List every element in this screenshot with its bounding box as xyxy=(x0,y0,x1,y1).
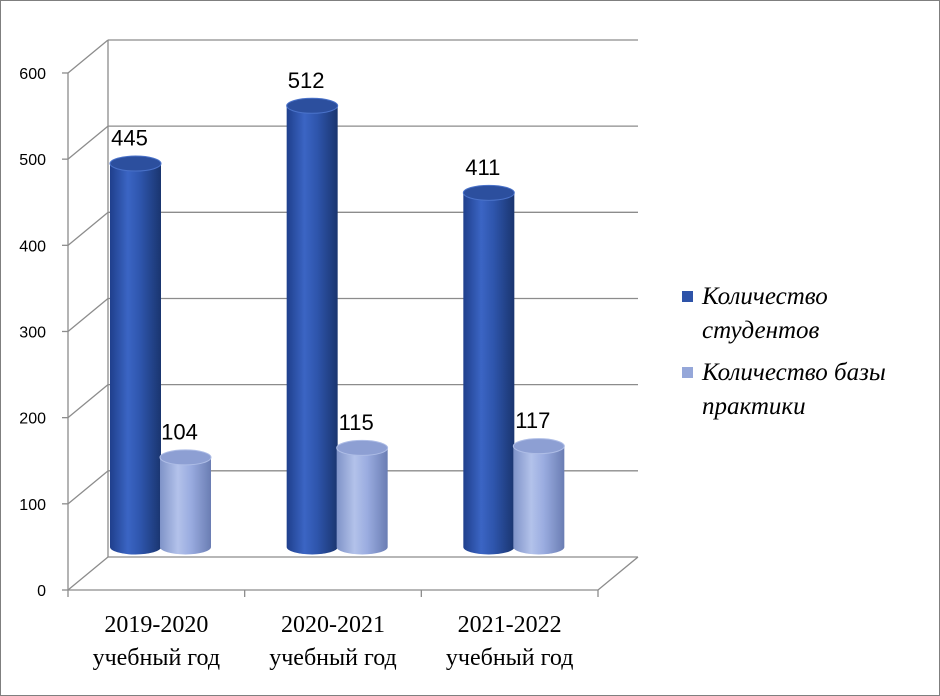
data-label: 117 xyxy=(515,408,550,433)
legend: Количество студентов Количество базы пра… xyxy=(682,280,932,432)
legend-swatch-students xyxy=(682,291,693,302)
bar-practice-bases xyxy=(513,446,565,555)
bar-students xyxy=(110,163,161,555)
x-category-label: учебный год xyxy=(269,645,397,671)
y-tick-label: 100 xyxy=(19,497,46,514)
x-category-label: 2021-2022 xyxy=(458,612,562,638)
bar-practice-bases xyxy=(336,447,388,555)
data-label: 411 xyxy=(465,155,500,180)
y-tick-label: 0 xyxy=(37,583,46,600)
data-label: 115 xyxy=(339,410,374,435)
x-category-label: учебный год xyxy=(446,645,574,671)
gridline-side xyxy=(67,39,109,74)
bar-practice-bases xyxy=(160,457,211,555)
bar-top-students xyxy=(286,97,339,114)
bar-students xyxy=(286,105,338,555)
y-tick-label: 500 xyxy=(19,152,46,169)
gridline-side xyxy=(67,297,109,332)
legend-label-students: Количество студентов xyxy=(702,283,828,344)
legend-item-practice-bases: Количество базы практики xyxy=(682,356,932,424)
data-label: 445 xyxy=(111,126,148,151)
x-category-label: 2020-2021 xyxy=(281,612,385,638)
y-tick-label: 400 xyxy=(19,238,46,255)
floor-outline xyxy=(68,556,639,591)
chart-labels: 445 512 411 104 115 117 2019-2020 учебный год 20… xyxy=(93,68,574,671)
legend-swatch-practice-bases xyxy=(682,367,693,378)
gridline-side xyxy=(67,211,109,246)
y-tick-label: 600 xyxy=(19,66,46,83)
data-label: 104 xyxy=(161,419,198,444)
legend-label-practice-bases: Количество базы практики xyxy=(702,359,886,420)
gridline-side xyxy=(67,470,109,505)
y-tick-label: 200 xyxy=(19,411,46,428)
x-category-label: 2019-2020 xyxy=(104,612,208,638)
bar-top-practice-bases xyxy=(336,439,389,456)
bar-top-students xyxy=(462,184,515,201)
legend-item-students: Количество студентов xyxy=(682,280,932,348)
gridline-side xyxy=(67,125,109,160)
bar-students xyxy=(463,192,515,555)
gridline-side xyxy=(67,384,109,419)
chart-axes: 0 100 200 300 400 500 600 xyxy=(19,66,599,600)
y-tick-label: 300 xyxy=(19,324,46,341)
gridline-side xyxy=(67,556,109,591)
chart-bars xyxy=(109,97,565,555)
bar-top-practice-bases xyxy=(512,438,565,455)
bar-top-practice-bases xyxy=(159,449,212,466)
x-category-label: учебный год xyxy=(93,645,221,671)
bar-top-students xyxy=(109,155,162,172)
data-label: 512 xyxy=(288,68,325,93)
